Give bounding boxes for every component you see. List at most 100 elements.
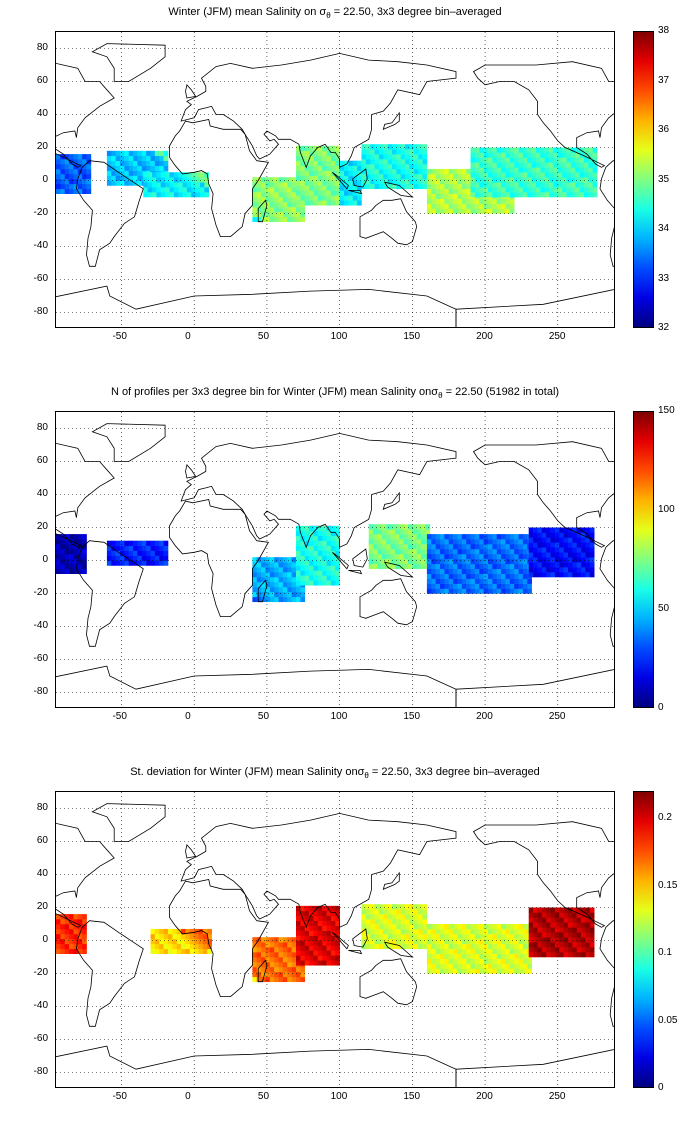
bin-cell [488,938,493,945]
bin-cell [278,961,284,968]
bin-cell [546,557,551,563]
bin-cell [418,159,423,165]
bin-cell [374,933,380,940]
bin-cell [322,570,327,576]
bin-cell [296,200,301,206]
bin-cell [352,170,358,176]
title-prefix: Winter (JFM) mean Salinity on [168,6,320,18]
bin-cell [527,177,532,183]
bin-cell [492,963,498,969]
bin-cell [274,572,279,578]
bin-cell [137,150,143,157]
bin-cell [274,197,279,203]
bin-cell [409,904,415,910]
bin-cell [540,187,546,193]
bin-cell [265,957,271,963]
bin-cell [173,187,179,193]
bin-cell [426,928,432,935]
bin-cell [496,177,502,183]
bin-cell [581,927,586,933]
bin-cell [509,192,515,198]
bin-cell [176,938,182,945]
bin-cell [522,192,528,198]
bin-cell [146,150,151,157]
bin-cell [322,905,327,912]
bin-cell [400,904,406,910]
bin-cell [269,976,275,983]
bin-cell [413,938,419,945]
bin-cell [474,568,480,574]
bin-cell [274,577,279,583]
bin-cell [287,177,292,183]
bin-cell [146,165,151,171]
data-region [56,914,87,954]
bin-cell [313,180,319,186]
bin-cell [378,154,384,160]
bin-cell [592,157,598,163]
bin-cell [440,583,445,589]
bin-cell [400,149,406,155]
bin-cell [269,586,275,593]
colorbar-tick-label: 100 [658,504,675,515]
bin-cell [304,565,310,571]
bin-cell [326,580,332,586]
data-region [296,525,340,586]
bin-cell [64,178,70,185]
bin-cell [361,909,367,915]
bin-cell [186,192,192,198]
bin-cell [282,197,288,203]
bin-cell [296,935,301,941]
bin-cell [335,200,340,206]
bin-cell [518,588,524,594]
bin-cell [64,553,70,560]
bin-cell [549,162,554,168]
bin-cell [274,586,279,593]
bin-cell [159,155,164,161]
bin-cell [300,545,306,551]
bin-cell [150,545,156,551]
data-region [143,172,210,198]
bin-cell [457,544,463,550]
bin-cell [435,168,441,175]
bin-cell [169,177,175,183]
bin-cell [274,952,279,958]
bin-cell [461,958,467,964]
bin-cell [304,920,310,926]
bin-cell [457,534,463,540]
bin-cell [440,548,445,555]
bin-cell [440,168,445,175]
bin-cell [412,544,418,550]
bin-cell [501,198,506,204]
bin-cell [330,910,336,917]
bin-cell [492,924,498,930]
bin-cell [309,535,314,541]
bin-cell [496,187,502,193]
bin-cell [557,162,563,168]
bin-cell [378,938,384,945]
bin-cell [392,919,397,925]
bin-cell [178,192,183,198]
bin-cell [365,933,371,940]
bin-cell [533,937,538,943]
bin-cell [278,966,284,973]
bin-cell [252,966,258,973]
bin-cell [501,534,506,540]
bin-cell [296,150,301,157]
bin-cell [191,172,196,178]
coastline [599,160,614,267]
bin-cell [426,953,432,959]
bin-cell [466,958,471,964]
bin-cell [374,168,380,175]
bin-cell [457,953,463,959]
bin-cell [408,558,413,565]
bin-cell [202,928,208,935]
bin-cell [386,524,391,530]
bin-cell [540,182,546,188]
bin-cell [282,567,288,573]
bin-cell [444,573,450,579]
bin-cell [182,182,188,188]
bin-cell [466,548,471,555]
bin-cell [413,173,419,180]
bin-cell [82,173,87,180]
bin-cell [575,187,580,193]
